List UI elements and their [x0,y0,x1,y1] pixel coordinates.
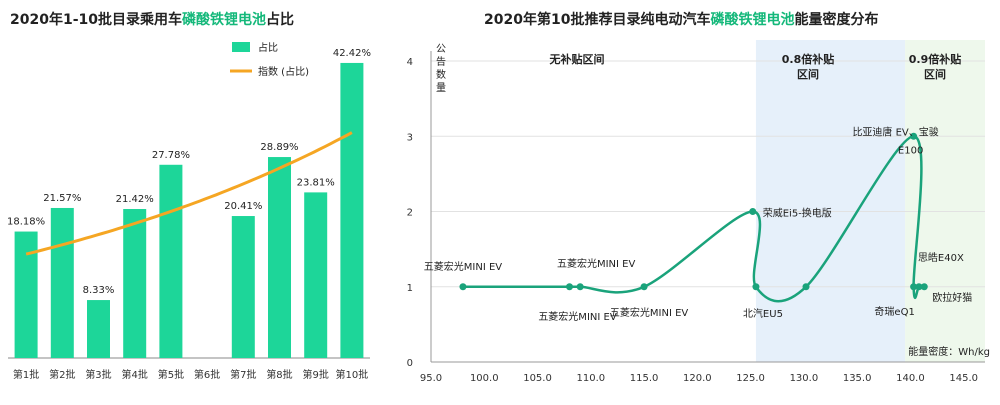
region-label-2: 0.8倍补贴区间 [782,52,835,81]
x-tick-label-120.0: 120.0 [683,373,712,384]
bar-8 [268,157,291,358]
bar-value-label-5: 27.78% [152,150,190,161]
data-point-1 [459,283,467,291]
point-label-8: 比亚迪唐 EV、宝骏 E100 [852,125,938,156]
left-chart-title: 2020年1-10批目录乘用车磷酸铁锂电池占比 [10,11,294,28]
point-label-9: 奇瑞eQ1 [874,305,914,318]
data-point-10 [915,283,923,291]
point-label-2: 五菱宏光MINI EV [538,310,617,323]
bar-value-label-8: 28.89% [260,142,298,153]
x-tick-label-110.0: 110.0 [576,373,605,384]
bar-7 [231,216,255,358]
data-point-4 [640,283,648,291]
right-y-axis-label: 公告数量 [436,44,446,94]
point-label-6: 北汽EU5 [743,307,783,320]
region-bg-2 [755,40,906,362]
point-label-1: 五菱宏光MINI EV [424,260,503,273]
bar-value-label-2: 21.57% [43,193,81,204]
x-tick-label-100.0: 100.0 [470,373,499,384]
bar-value-label-3: 8.33% [83,285,115,296]
point-label-3: 五菱宏光MINI EV [557,257,636,270]
legend-trend-label: 指数 (占比) [258,65,309,78]
data-point-11 [920,283,928,291]
left-bar-chart: 18.18% 第1批 21.57% 第2批 8.33% 第3批 21.42% 第4批 27.78… [7,48,371,381]
data-point-2 [566,283,573,291]
region-bg-3 [905,40,985,362]
left-legend: 占比 指数 (占比) [230,41,309,78]
x-tick-label-8: 第8批 [266,368,292,381]
data-point-3 [576,283,584,291]
bar-value-label-1: 18.18% [7,217,45,228]
bar-2 [50,207,74,358]
bar-value-label-9: 23.81% [297,177,335,188]
bar-5 [159,164,183,358]
x-tick-label-2: 第2批 [49,368,75,381]
bar-10 [340,62,364,358]
point-label-5: 荣威Ei5-换电版 [763,207,832,220]
data-point-8 [910,132,918,140]
bar-3 [87,300,110,358]
point-label-4: 五菱宏光MINI EV [610,306,689,319]
region-label-1: 无补贴区间 [549,52,605,66]
y-tick-label-2: 2 [407,208,413,219]
x-tick-label-5: 第5批 [158,368,184,381]
point-label-11: 欧拉好猫 [932,291,972,304]
right-x-axis-unit: 能量密度：Wh/kg [908,345,990,358]
bar-1 [14,231,38,358]
bar-value-label-4: 21.42% [116,194,154,205]
bar-value-label-10: 42.42% [333,48,371,59]
x-tick-label-130.0: 130.0 [790,373,819,384]
x-tick-label-115.0: 115.0 [630,373,659,384]
x-tick-label-9: 第9批 [303,368,329,381]
x-tick-label-95.0: 95.0 [420,373,442,384]
x-tick-label-3: 第3批 [85,368,111,381]
x-tick-label-4: 第4批 [122,368,148,381]
x-tick-label-1: 第1批 [13,368,39,381]
legend-bar-swatch [232,42,250,52]
point-label-10: 思皓E40X [918,252,964,264]
bar-9 [304,192,328,358]
x-tick-label-125.0: 125.0 [736,373,765,384]
x-tick-label-105.0: 105.0 [523,373,552,384]
data-point-7 [802,283,810,291]
x-tick-label-10: 第10批 [336,368,369,381]
x-tick-label-140.0: 140.0 [896,373,925,384]
x-tick-label-145.0: 145.0 [949,373,978,384]
right-line-chart: 0 1 2 3 4 95.0 100.0 105.0 110.0 115.0 120.0 125.0 1… [407,40,990,384]
legend-bar-label: 占比 [258,41,278,54]
data-point-5 [749,208,757,215]
y-tick-label-3: 3 [407,132,413,143]
data-point-9 [910,283,918,291]
y-tick-label-4: 4 [407,57,413,68]
y-tick-label-1: 1 [407,283,413,294]
data-point-6 [752,283,760,291]
x-tick-label-7: 第7批 [230,368,256,381]
y-tick-label-0: 0 [407,358,413,369]
x-tick-label-6: 第6批 [194,368,220,381]
right-chart-title: 2020年第10批推荐目录纯电动汽车磷酸铁锂电池能量密度分布 [484,11,878,28]
bar-4 [123,209,147,358]
region-label-3: 0.9倍补贴区间 [909,52,962,81]
trend-line [25,131,353,256]
bar-value-label-7: 20.41% [224,201,262,212]
x-tick-label-135.0: 135.0 [843,373,872,384]
